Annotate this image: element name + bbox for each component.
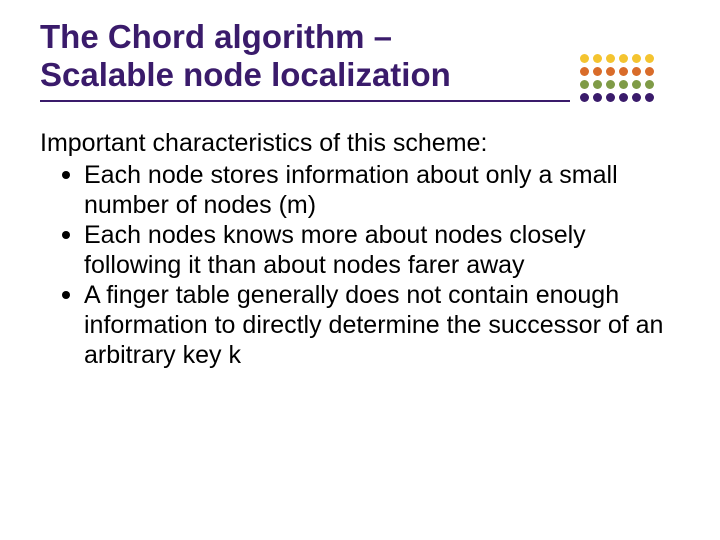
decorative-dot	[632, 54, 641, 63]
title-underline	[40, 100, 570, 102]
list-item: Each nodes knows more about nodes closel…	[62, 220, 680, 280]
decorative-dot	[580, 54, 589, 63]
decorative-dot	[632, 93, 641, 102]
dot-row	[580, 80, 654, 89]
decorative-dot	[645, 54, 654, 63]
dot-row	[580, 54, 654, 63]
decorative-dot	[580, 67, 589, 76]
list-item: A finger table generally does not contai…	[62, 280, 680, 370]
decorative-dot	[619, 54, 628, 63]
decorative-dot	[606, 67, 615, 76]
decorative-dot	[606, 80, 615, 89]
decorative-dot	[645, 67, 654, 76]
bullet-text: Each nodes knows more about nodes closel…	[84, 220, 680, 280]
decorative-dot	[619, 93, 628, 102]
decorative-dot	[593, 93, 602, 102]
decorative-dot-grid	[580, 54, 654, 102]
bullet-icon	[62, 231, 70, 239]
decorative-dot	[606, 93, 615, 102]
bullet-list: Each node stores information about only …	[40, 160, 680, 370]
bullet-icon	[62, 291, 70, 299]
slide: The Chord algorithm – Scalable node loca…	[0, 0, 720, 540]
decorative-dot	[645, 80, 654, 89]
decorative-dot	[580, 80, 589, 89]
decorative-dot	[606, 54, 615, 63]
title-line-1: The Chord algorithm –	[40, 18, 680, 56]
bullet-text: A finger table generally does not contai…	[84, 280, 680, 370]
decorative-dot	[580, 93, 589, 102]
decorative-dot	[619, 67, 628, 76]
list-item: Each node stores information about only …	[62, 160, 680, 220]
decorative-dot	[593, 80, 602, 89]
dot-row	[580, 67, 654, 76]
title-block: The Chord algorithm – Scalable node loca…	[40, 18, 680, 102]
decorative-dot	[593, 54, 602, 63]
decorative-dot	[593, 67, 602, 76]
decorative-dot	[645, 93, 654, 102]
intro-text: Important characteristics of this scheme…	[40, 128, 680, 158]
bullet-icon	[62, 171, 70, 179]
dot-row	[580, 93, 654, 102]
decorative-dot	[632, 67, 641, 76]
bullet-text: Each node stores information about only …	[84, 160, 680, 220]
decorative-dot	[619, 80, 628, 89]
body: Important characteristics of this scheme…	[40, 128, 680, 370]
decorative-dot	[632, 80, 641, 89]
